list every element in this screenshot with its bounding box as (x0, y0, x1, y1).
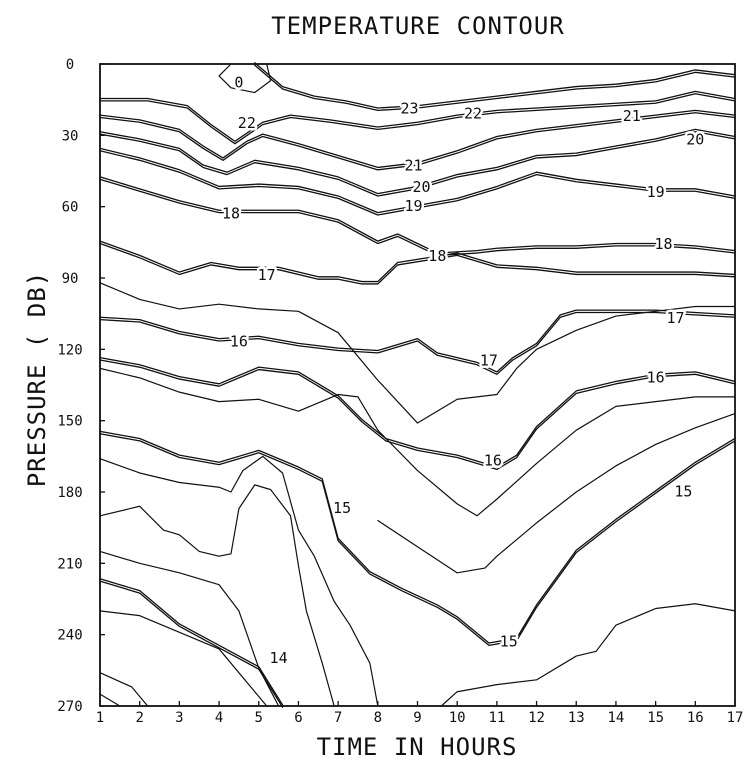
contour-line-4-2 (99, 112, 736, 171)
contour-line-8-2 (99, 242, 736, 285)
contour-label-19: 16 (484, 452, 502, 470)
contour-label-16: 17 (666, 309, 684, 327)
y-axis-title-group: PRESSURE ( DB) (23, 271, 51, 487)
contour-line-18 (99, 672, 149, 707)
contour-label-17: 16 (230, 333, 248, 351)
x-tick-label-8: 8 (374, 710, 382, 726)
y-tick-label-60: 60 (62, 200, 79, 216)
contour-line-19-1 (99, 578, 284, 706)
contour-line-5-1 (99, 128, 736, 195)
contour-line-3-2 (99, 93, 736, 145)
x-tick-label-14: 14 (608, 710, 625, 726)
x-tick-label-5: 5 (255, 710, 263, 726)
contour-line-11-2 (99, 433, 736, 647)
y-tick-label-0: 0 (66, 57, 74, 73)
contour-label-4: 22 (464, 104, 482, 122)
contour-label-22: 15 (500, 632, 518, 650)
contour-label-21: 15 (674, 483, 692, 501)
contour-line-19-2 (99, 580, 284, 708)
contour-line-22 (99, 693, 121, 707)
contour-line-9-1 (99, 309, 736, 373)
contour-label-3: 23 (401, 100, 419, 118)
x-tick-label-12: 12 (528, 710, 545, 726)
contours-layer (99, 62, 736, 708)
x-tick-label-2: 2 (135, 710, 143, 726)
contour-line-10-1 (99, 356, 736, 468)
y-tick-label-120: 120 (57, 342, 82, 358)
x-tick-label-11: 11 (488, 710, 505, 726)
y-tick-label-150: 150 (57, 414, 82, 430)
contour-line-7-1 (99, 176, 736, 254)
y-tick-label-180: 180 (57, 485, 82, 501)
contour-label-20: 15 (333, 499, 351, 517)
contour-line-7-2 (99, 178, 736, 257)
contour-label-9: 19 (404, 197, 422, 215)
y-axis-title: PRESSURE ( DB) (23, 271, 51, 487)
x-tick-label-4: 4 (215, 710, 223, 726)
contour-label-18: 16 (647, 368, 665, 386)
contour-label-14: 17 (258, 266, 276, 284)
contour-label-13: 18 (655, 235, 673, 253)
x-tick-label-6: 6 (294, 710, 302, 726)
contour-label-23: 14 (270, 649, 288, 667)
x-tick-label-15: 15 (647, 710, 664, 726)
contour-label-1: 0 (234, 74, 243, 92)
contour-label-2: 22 (238, 114, 256, 132)
contour-line-2-1 (254, 62, 736, 109)
contour-line-13 (99, 367, 736, 517)
chart-title: TEMPERATURE CONTOUR (271, 12, 565, 40)
contour-line-3-1 (99, 90, 736, 142)
contour-line-10-2 (99, 359, 736, 471)
x-tick-label-7: 7 (334, 710, 342, 726)
contour-label-15: 17 (480, 352, 498, 370)
contour-line-8-1 (99, 240, 736, 283)
x-tick-label-3: 3 (175, 710, 183, 726)
contour-line-6-2 (99, 150, 736, 216)
contour-label-12: 18 (428, 247, 446, 265)
contour-label-5: 21 (623, 107, 641, 125)
contour-label-7: 21 (404, 157, 422, 175)
x-axis-ticks: 1 2 3 4 5 6 7 8 9 10 11 12 13 14 15 16 17 (96, 701, 744, 726)
x-tick-label-16: 16 (687, 710, 704, 726)
y-tick-label-270: 270 (57, 699, 82, 715)
contour-label-6: 20 (686, 131, 704, 149)
contour-line-21 (377, 412, 736, 574)
y-tick-label-90: 90 (62, 271, 79, 287)
contour-line-1 (218, 63, 272, 94)
contour-label-8: 20 (412, 178, 430, 196)
contour-line-14 (99, 455, 379, 707)
contour-line-9-2 (99, 311, 736, 375)
contour-label-10: 19 (647, 183, 665, 201)
contour-line-11-1 (99, 430, 736, 644)
x-tick-label-10: 10 (449, 710, 466, 726)
contour-line-12 (99, 282, 736, 424)
y-axis-ticks: 0 30 60 90 120 150 180 210 240 270 (57, 57, 105, 715)
contour-line-2-2 (254, 64, 736, 112)
contour-line-5-2 (99, 131, 736, 197)
x-tick-label-1: 1 (96, 710, 104, 726)
x-tick-label-13: 13 (568, 710, 585, 726)
contour-label-11: 18 (222, 204, 240, 222)
contour-line-6-1 (99, 147, 736, 214)
x-axis-title: TIME IN HOURS (317, 733, 518, 761)
contour-line-15 (99, 484, 335, 707)
x-tick-label-17: 17 (727, 710, 744, 726)
x-tick-label-9: 9 (413, 710, 421, 726)
y-tick-label-210: 210 (57, 556, 82, 572)
y-tick-label-240: 240 (57, 628, 82, 644)
y-tick-label-30: 30 (62, 128, 79, 144)
contour-line-20 (440, 603, 736, 707)
contour-line-4-1 (99, 109, 736, 169)
contour-line-17 (99, 610, 268, 707)
